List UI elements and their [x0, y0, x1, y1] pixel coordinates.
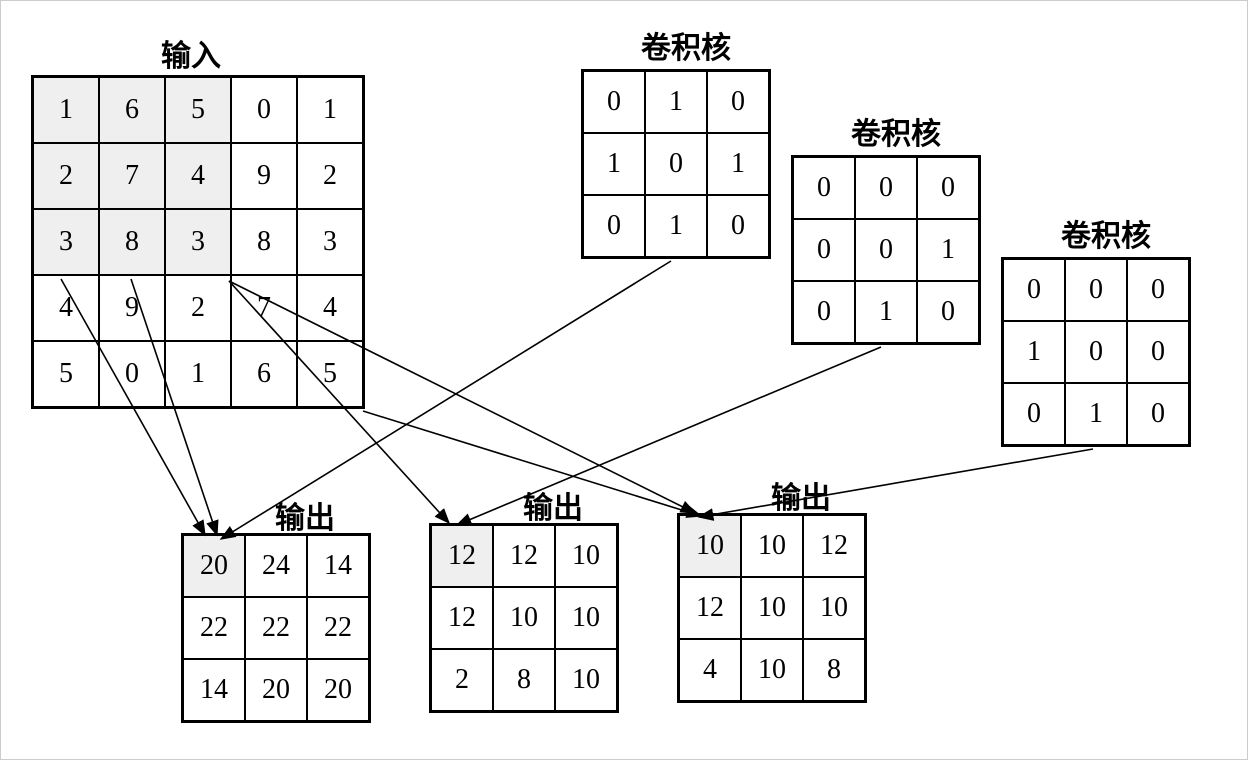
- grid-cell: 0: [645, 133, 707, 195]
- grid-cell: 0: [231, 77, 297, 143]
- grid-cell: 2: [165, 275, 231, 341]
- grid-cell: 20: [183, 535, 245, 597]
- grid-cell: 2: [33, 143, 99, 209]
- grid-cell: 0: [793, 281, 855, 343]
- input-title: 输入: [161, 31, 221, 75]
- grid-cell: 4: [33, 275, 99, 341]
- grid-cell: 12: [493, 525, 555, 587]
- grid-cell: 14: [183, 659, 245, 721]
- grid-cell: 0: [1127, 383, 1189, 445]
- grid-cell: 3: [33, 209, 99, 275]
- grid-cell: 12: [431, 587, 493, 649]
- grid-cell: 0: [917, 281, 979, 343]
- grid-cell: 8: [493, 649, 555, 711]
- grid-cell: 24: [245, 535, 307, 597]
- grid-cell: 12: [679, 577, 741, 639]
- grid-cell: 10: [493, 587, 555, 649]
- grid-cell: 14: [307, 535, 369, 597]
- grid-cell: 0: [1065, 259, 1127, 321]
- grid-cell: 0: [1065, 321, 1127, 383]
- grid-cell: 7: [99, 143, 165, 209]
- grid-cell: 1: [645, 71, 707, 133]
- grid-cell: 8: [231, 209, 297, 275]
- output-2-title: 输出: [523, 483, 583, 527]
- output-2-grid: 1212101210102810: [429, 523, 619, 713]
- grid-cell: 4: [679, 639, 741, 701]
- grid-cell: 10: [803, 577, 865, 639]
- grid-cell: 9: [99, 275, 165, 341]
- grid-cell: 1: [1065, 383, 1127, 445]
- grid-cell: 3: [297, 209, 363, 275]
- grid-cell: 1: [645, 195, 707, 257]
- grid-cell: 2: [431, 649, 493, 711]
- grid-cell: 12: [431, 525, 493, 587]
- output-3-title: 输出: [771, 473, 831, 517]
- grid-cell: 6: [99, 77, 165, 143]
- grid-cell: 22: [183, 597, 245, 659]
- grid-cell: 1: [33, 77, 99, 143]
- grid-cell: 0: [917, 157, 979, 219]
- grid-cell: 0: [99, 341, 165, 407]
- grid-cell: 20: [307, 659, 369, 721]
- grid-cell: 1: [1003, 321, 1065, 383]
- grid-cell: 0: [793, 219, 855, 281]
- grid-cell: 0: [1127, 259, 1189, 321]
- grid-cell: 5: [33, 341, 99, 407]
- output-1-grid: 202414222222142020: [181, 533, 371, 723]
- grid-cell: 6: [231, 341, 297, 407]
- kernel-3-title: 卷积核: [1061, 211, 1151, 255]
- grid-cell: 0: [707, 195, 769, 257]
- grid-cell: 1: [583, 133, 645, 195]
- diagram-canvas: 输入 1650127492383834927450165 卷积核 0101010…: [0, 0, 1248, 760]
- grid-cell: 1: [855, 281, 917, 343]
- grid-cell: 0: [1003, 259, 1065, 321]
- grid-cell: 1: [707, 133, 769, 195]
- kernel-1-grid: 010101010: [581, 69, 771, 259]
- grid-cell: 10: [741, 515, 803, 577]
- arrow: [699, 449, 1093, 517]
- grid-cell: 1: [297, 77, 363, 143]
- grid-cell: 0: [707, 71, 769, 133]
- grid-cell: 10: [555, 587, 617, 649]
- grid-cell: 10: [555, 649, 617, 711]
- output-1-title: 输出: [275, 493, 335, 537]
- grid-cell: 0: [855, 157, 917, 219]
- grid-cell: 5: [165, 77, 231, 143]
- grid-cell: 10: [679, 515, 741, 577]
- grid-cell: 0: [1127, 321, 1189, 383]
- grid-cell: 2: [297, 143, 363, 209]
- grid-cell: 1: [917, 219, 979, 281]
- grid-cell: 8: [99, 209, 165, 275]
- kernel-1-title: 卷积核: [641, 23, 731, 67]
- grid-cell: 3: [165, 209, 231, 275]
- kernel-2-grid: 000001010: [791, 155, 981, 345]
- grid-cell: 20: [245, 659, 307, 721]
- grid-cell: 12: [803, 515, 865, 577]
- kernel-3-grid: 000100010: [1001, 257, 1191, 447]
- grid-cell: 1: [165, 341, 231, 407]
- grid-cell: 10: [555, 525, 617, 587]
- grid-cell: 8: [803, 639, 865, 701]
- grid-cell: 9: [231, 143, 297, 209]
- grid-cell: 0: [855, 219, 917, 281]
- grid-cell: 0: [583, 71, 645, 133]
- grid-cell: 22: [307, 597, 369, 659]
- grid-cell: 4: [165, 143, 231, 209]
- grid-cell: 0: [1003, 383, 1065, 445]
- grid-cell: 10: [741, 577, 803, 639]
- grid-cell: 5: [297, 341, 363, 407]
- grid-cell: 4: [297, 275, 363, 341]
- kernel-2-title: 卷积核: [851, 109, 941, 153]
- grid-cell: 7: [231, 275, 297, 341]
- grid-cell: 10: [741, 639, 803, 701]
- grid-cell: 0: [793, 157, 855, 219]
- grid-cell: 0: [583, 195, 645, 257]
- output-3-grid: 1010121210104108: [677, 513, 867, 703]
- input-grid: 1650127492383834927450165: [31, 75, 365, 409]
- grid-cell: 22: [245, 597, 307, 659]
